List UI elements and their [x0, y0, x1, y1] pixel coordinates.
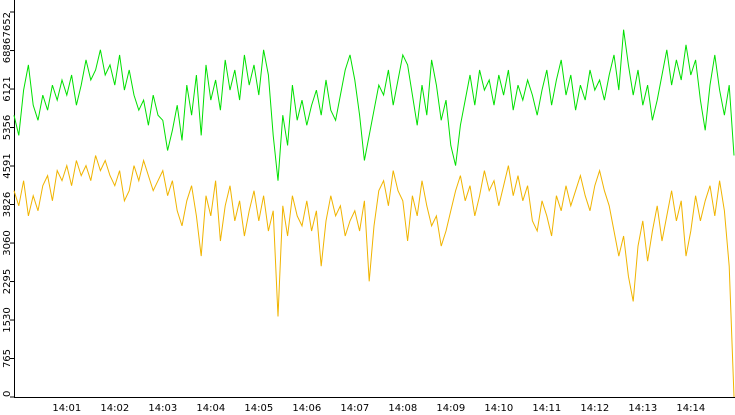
x-tick-label: 14:14: [676, 403, 705, 414]
x-tick-label: 14:08: [388, 403, 417, 414]
y-tick-label: 3826: [2, 192, 13, 217]
x-tick-label: 14:05: [244, 403, 273, 414]
y-tick-label: 0: [2, 391, 13, 397]
y-tick-label: 3060: [2, 230, 13, 255]
x-tick-label: 14:06: [292, 403, 321, 414]
x-tick-label: 14:09: [436, 403, 465, 414]
y-tick-label: 1530: [2, 307, 13, 332]
y-tick-label: 5356: [2, 115, 13, 140]
y-tick-label: 6886: [2, 38, 13, 63]
y-tick-label: 6121: [2, 76, 13, 101]
x-tick-label: 14:11: [532, 403, 561, 414]
x-tick-label: 14:10: [484, 403, 513, 414]
x-tick-label: 14:01: [52, 403, 81, 414]
x-tick-label: 14:13: [628, 403, 657, 414]
y-tick-label: 2295: [2, 269, 13, 294]
x-tick-label: 14:02: [100, 403, 129, 414]
series-line: [13, 29, 735, 181]
series-line: [13, 155, 735, 398]
y-tick-label: 7652: [2, 12, 13, 37]
y-tick-label: 4591: [2, 153, 13, 178]
x-tick-label: 14:12: [580, 403, 609, 414]
x-tick-label: 14:07: [340, 403, 369, 414]
y-tick-label: 765: [2, 349, 13, 368]
x-tick-label: 14:03: [148, 403, 177, 414]
x-tick-label: 14:04: [196, 403, 225, 414]
